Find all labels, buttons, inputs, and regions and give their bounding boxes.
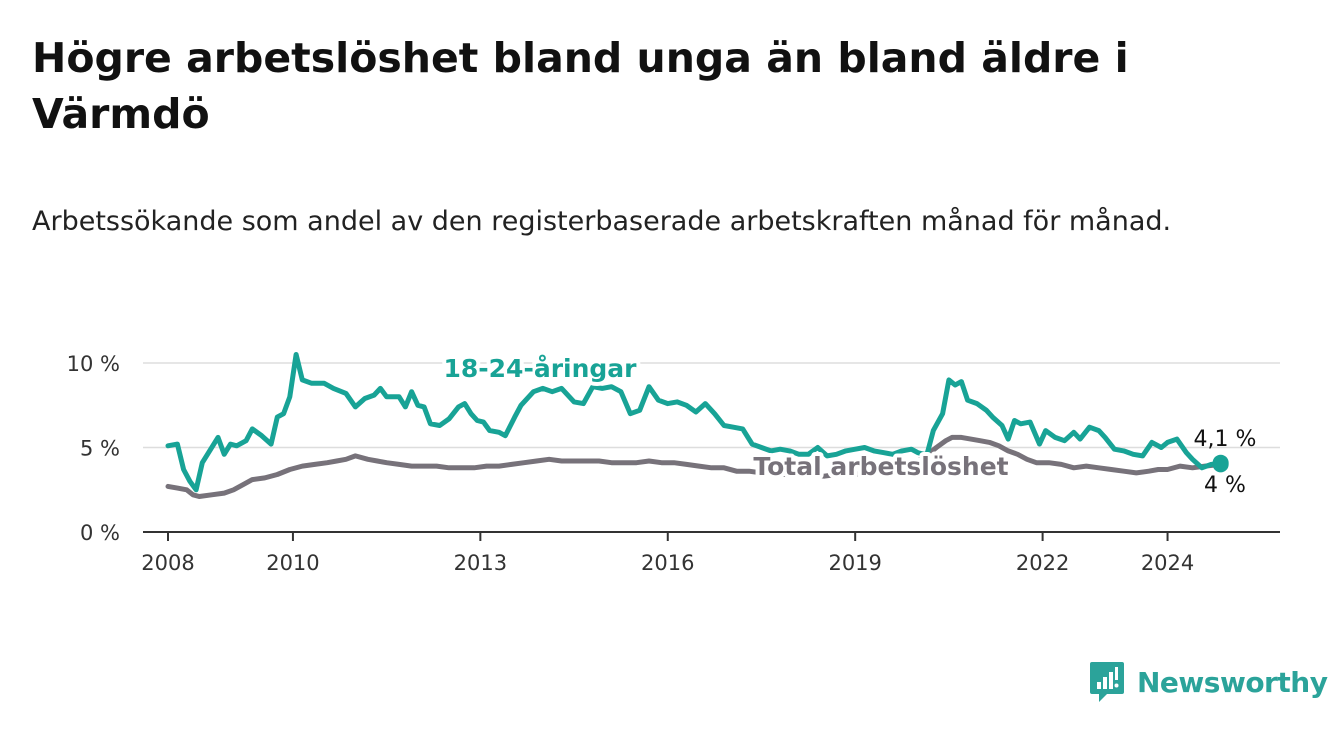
- series-label-18-24-aringar-halo: 18-24-åringar: [444, 354, 638, 383]
- end-value-label-total: 4 %: [1204, 473, 1246, 498]
- y-tick-label: 0 %: [80, 521, 120, 545]
- series-lines: [165, 352, 1229, 499]
- x-tick-label: 2016: [641, 551, 694, 575]
- series-line-18-24-aringar: [165, 352, 1224, 493]
- series-line-total-arbetsloshet: [165, 434, 1224, 499]
- x-axis: 2008 2010 2013 2016 2019 2022 2024: [141, 531, 1280, 575]
- chart-title: Högre arbetslöshet bland unga än bland ä…: [32, 34, 1129, 138]
- x-tick-label: 2008: [141, 551, 194, 575]
- x-tick-label: 2010: [266, 551, 319, 575]
- newsworthy-logo-icon: [1090, 662, 1124, 702]
- series-label-18-24-aringar: 18-24-åringar: [444, 354, 638, 383]
- grid-lines: [143, 362, 1280, 449]
- series-label-total-arbetsloshet-halo: Total arbetslöshet: [753, 452, 1008, 481]
- y-tick-label: 5 %: [80, 437, 120, 461]
- y-axis-tick-labels: 0 % 5 % 10 %: [67, 352, 120, 545]
- chart-subtitle: Arbetssökande som andel av den registerb…: [32, 206, 1172, 237]
- end-value-label-18-24: 4,1 %: [1194, 427, 1257, 452]
- x-tick-label: 2019: [828, 551, 881, 575]
- y-tick-label: 10 %: [67, 352, 120, 376]
- end-point-marker-18-24: [1212, 454, 1229, 471]
- brand-name: Newsworthy: [1137, 665, 1328, 699]
- x-tick-label: 2022: [1016, 551, 1069, 575]
- x-tick-label: 2013: [454, 551, 507, 575]
- x-tick-label: 2024: [1141, 551, 1194, 575]
- series-label-total-arbetsloshet: Total arbetslöshet: [753, 452, 1008, 481]
- newsworthy-brand[interactable]: Newsworthy: [1089, 660, 1328, 704]
